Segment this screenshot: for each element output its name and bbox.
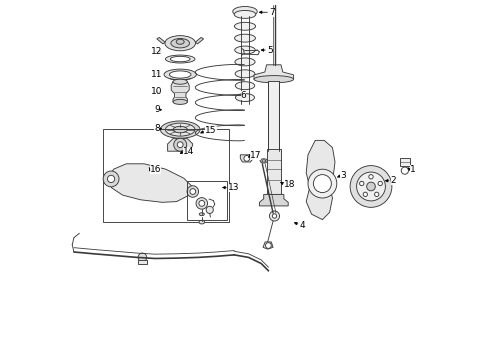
Bar (267, 149, 281, 194)
Ellipse shape (235, 58, 255, 66)
Circle shape (401, 167, 409, 174)
Circle shape (244, 156, 250, 161)
Text: 3: 3 (340, 171, 346, 180)
Text: 14: 14 (183, 147, 195, 156)
Ellipse shape (164, 69, 196, 80)
Ellipse shape (235, 34, 255, 42)
Ellipse shape (235, 70, 255, 78)
Circle shape (174, 138, 187, 151)
Circle shape (374, 192, 379, 197)
Polygon shape (240, 155, 253, 162)
Bar (187, 181, 227, 220)
Text: 18: 18 (284, 180, 295, 189)
Text: 4: 4 (300, 220, 305, 230)
Circle shape (187, 186, 198, 197)
Ellipse shape (166, 55, 195, 63)
Text: 10: 10 (151, 87, 163, 96)
Ellipse shape (233, 6, 257, 17)
Ellipse shape (262, 160, 266, 162)
Ellipse shape (173, 99, 187, 104)
Polygon shape (259, 194, 288, 206)
Polygon shape (171, 82, 189, 102)
Ellipse shape (176, 39, 184, 44)
Bar (400, 158, 410, 166)
Circle shape (138, 253, 147, 262)
Text: 13: 13 (228, 184, 240, 192)
Ellipse shape (173, 126, 187, 133)
Polygon shape (157, 37, 165, 44)
Circle shape (360, 181, 364, 186)
Circle shape (270, 211, 280, 221)
Ellipse shape (235, 82, 255, 90)
Ellipse shape (235, 46, 255, 54)
Ellipse shape (165, 36, 196, 51)
Text: 15: 15 (205, 126, 217, 135)
Circle shape (266, 243, 271, 248)
Ellipse shape (166, 123, 195, 136)
Text: 6: 6 (241, 91, 246, 100)
Text: 7: 7 (270, 8, 275, 17)
Text: 11: 11 (151, 70, 163, 79)
Circle shape (378, 181, 382, 186)
Text: 9: 9 (154, 105, 160, 114)
Ellipse shape (171, 57, 190, 62)
Polygon shape (254, 65, 294, 79)
Circle shape (357, 172, 386, 201)
Circle shape (369, 175, 373, 179)
Circle shape (196, 198, 208, 209)
Polygon shape (106, 164, 193, 202)
Polygon shape (168, 139, 193, 151)
Circle shape (308, 169, 337, 198)
Text: 12: 12 (151, 46, 163, 55)
Circle shape (367, 182, 375, 191)
Ellipse shape (234, 22, 256, 30)
Circle shape (350, 166, 392, 207)
Text: 2: 2 (391, 176, 396, 185)
Circle shape (107, 175, 115, 183)
Circle shape (314, 175, 331, 193)
Bar (269, 81, 279, 151)
Ellipse shape (254, 76, 294, 83)
Ellipse shape (234, 10, 256, 18)
Polygon shape (306, 140, 335, 220)
Circle shape (103, 171, 119, 187)
Ellipse shape (236, 94, 254, 102)
Ellipse shape (173, 79, 187, 84)
Circle shape (363, 192, 368, 197)
Circle shape (272, 214, 277, 218)
Ellipse shape (260, 159, 268, 163)
Ellipse shape (160, 121, 200, 138)
Ellipse shape (199, 213, 204, 216)
Polygon shape (196, 37, 204, 44)
Ellipse shape (199, 220, 205, 224)
Text: 16: 16 (149, 165, 161, 174)
Circle shape (190, 189, 196, 194)
Bar (103, 129, 229, 222)
Text: 5: 5 (268, 46, 273, 55)
Text: 1: 1 (410, 165, 416, 174)
Ellipse shape (170, 71, 191, 78)
Ellipse shape (171, 39, 190, 48)
Polygon shape (263, 242, 273, 249)
Circle shape (199, 201, 205, 206)
Bar (138, 260, 147, 264)
Circle shape (177, 142, 183, 148)
Text: 17: 17 (250, 151, 261, 160)
Text: 8: 8 (154, 124, 160, 133)
Circle shape (206, 206, 213, 213)
